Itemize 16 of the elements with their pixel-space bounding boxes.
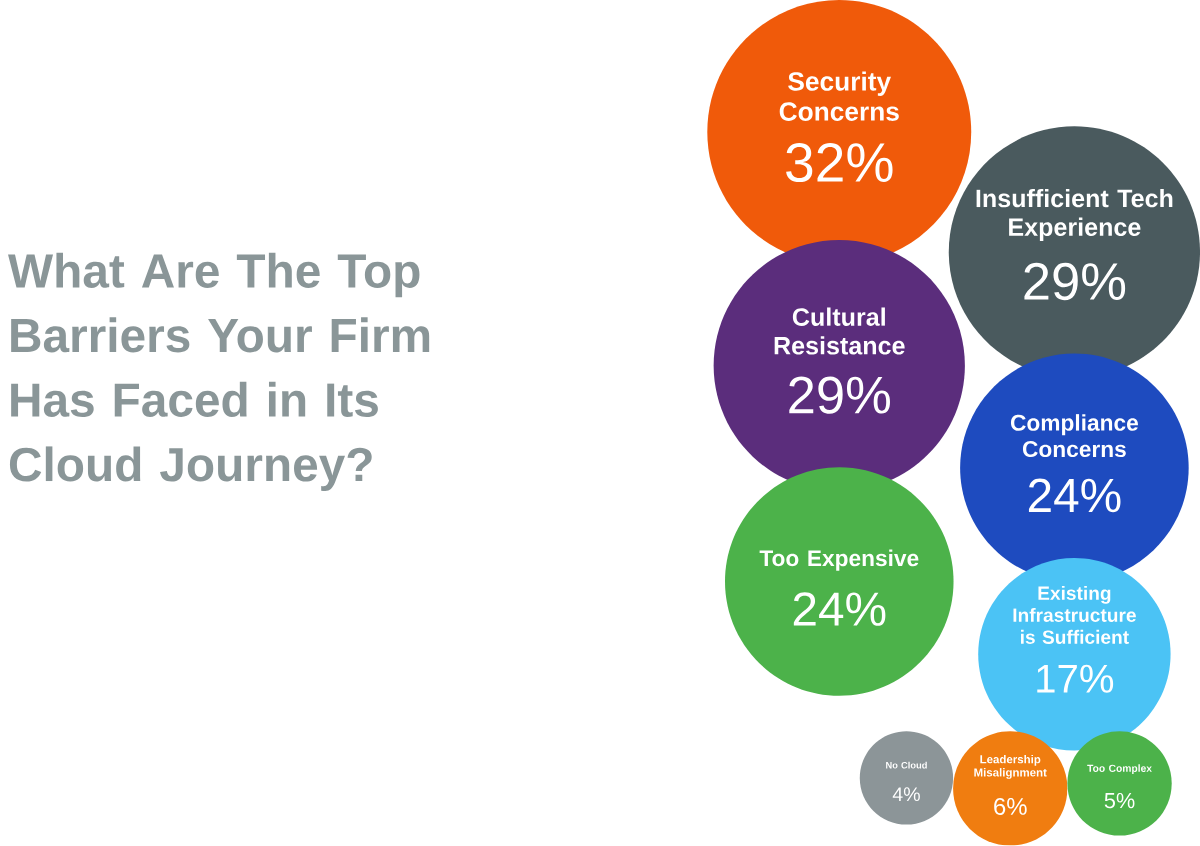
data-label: 17%	[1037, 664, 1114, 693]
text: What Are The Top Barriers Your Firm Has Faced in Its Cloud Journey?	[8, 253, 430, 492]
data-label: 6%	[994, 798, 1027, 816]
data-label: 24%	[793, 592, 886, 627]
data-label: 4%	[892, 787, 920, 802]
category-label: Existing Infrastructure is Sufficient	[1013, 586, 1136, 645]
data-label: 5%	[1104, 793, 1135, 809]
data-label: 24%	[1028, 478, 1121, 513]
data-label: 32%	[786, 143, 893, 183]
category-label: Too Expensive	[759, 549, 919, 571]
data-label: 29%	[789, 376, 890, 414]
category-label: Security Concerns	[779, 71, 899, 122]
data-label: 29%	[1024, 263, 1126, 301]
category-label: Cultural Resistance	[774, 307, 905, 355]
category-label: Compliance Concerns	[1010, 414, 1138, 458]
category-label: Insufficient Tech Experience	[976, 189, 1173, 242]
